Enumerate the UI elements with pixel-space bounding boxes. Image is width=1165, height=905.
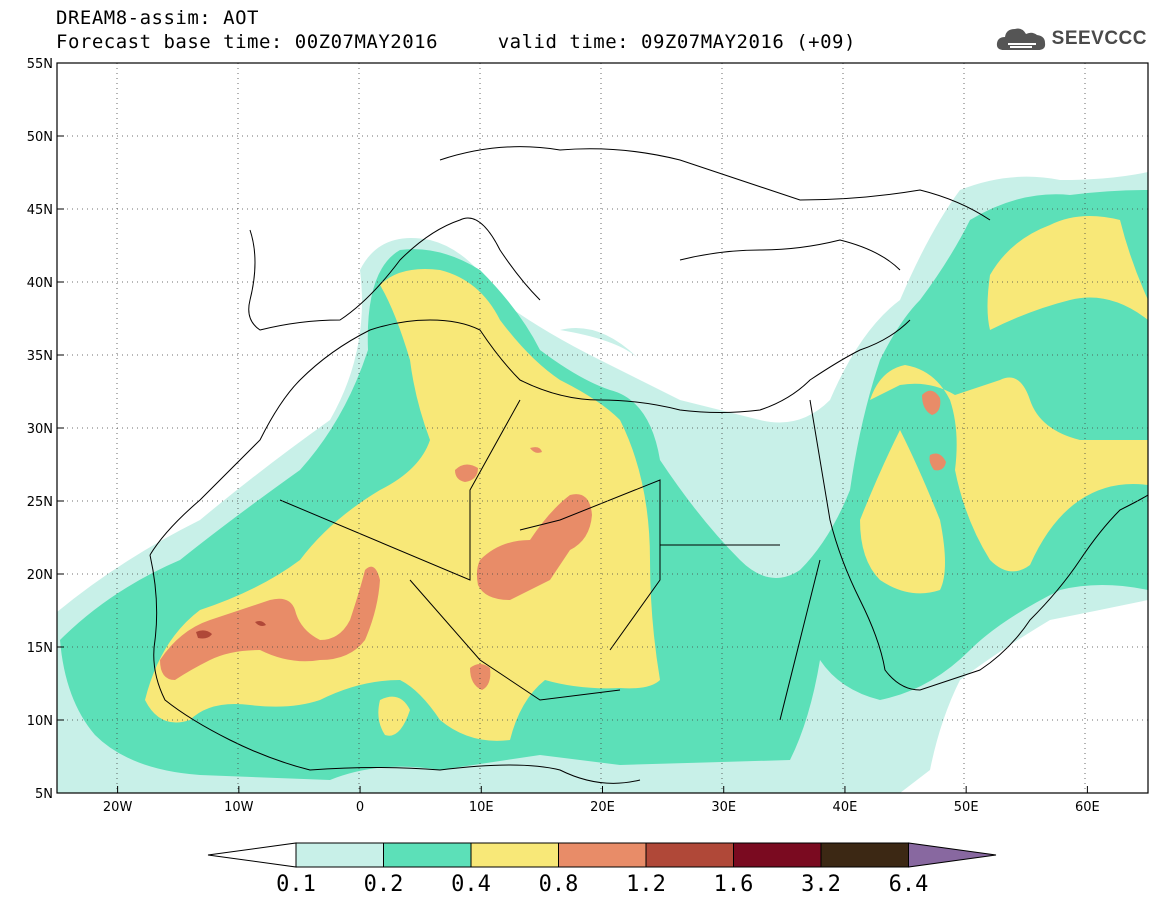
- map-title: DREAM8-assim: AOT: [56, 7, 259, 29]
- lat-tick-label: 35N: [27, 349, 53, 364]
- colorbar-label: 0.2: [364, 872, 404, 897]
- colorbar-right-arrow: [908, 842, 997, 868]
- lat-tick-label: 10N: [27, 714, 53, 729]
- lat-tick-label: 25N: [27, 495, 53, 510]
- colorbar-label: 0.1: [276, 872, 316, 897]
- lat-tick-label: 45N: [27, 203, 53, 218]
- lat-tick-label: 30N: [27, 422, 53, 437]
- lon-tick-label: 60E: [1075, 800, 1100, 815]
- brand-name: SEEVCCC: [1051, 28, 1147, 49]
- colorbar-swatch: [820, 842, 909, 868]
- lat-tick-label: 5N: [35, 787, 53, 802]
- aot-level-0.8: [160, 390, 946, 690]
- cloud-logo-icon: [996, 28, 1045, 50]
- forecast-time-subtitle: Forecast base time: 00Z07MAY2016 valid t…: [56, 31, 856, 53]
- colorbar-swatch: [470, 842, 559, 868]
- lat-axis: 55N 50N 45N 40N 35N 30N 25N 20N 15N 10N 5N: [27, 57, 64, 802]
- colorbar-left-arrow: [207, 842, 297, 868]
- coastlines: [149, 146, 1148, 784]
- lon-tick-label: 50E: [954, 800, 979, 815]
- lon-tick-label: 20E: [590, 800, 615, 815]
- lon-tick-label: 40E: [833, 800, 858, 815]
- colorbar-label: 1.2: [626, 872, 666, 897]
- lon-tick-label: 20W: [103, 800, 133, 815]
- lon-axis: 20W 10W 0 10E 20E 30E 40E 50E 60E: [103, 786, 1100, 815]
- lat-tick-label: 20N: [27, 568, 53, 583]
- colorbar-label: 3.2: [801, 872, 841, 897]
- lon-tick-label: 10W: [224, 800, 254, 815]
- colorbar-swatch: [733, 842, 822, 868]
- colorbar-label: 0.8: [539, 872, 579, 897]
- colorbar-swatch: [645, 842, 734, 868]
- lon-tick-label: 30E: [711, 800, 736, 815]
- aot-level-1.2: [196, 621, 266, 639]
- colorbar-swatch: [295, 842, 384, 868]
- colorbar-swatch: [558, 842, 647, 868]
- grid-lines: [57, 63, 1148, 793]
- colorbar-label: 1.6: [714, 872, 754, 897]
- colorbar: 0.1 0.2 0.4 0.8 1.2 1.6 3.2 6.4: [207, 842, 997, 897]
- colorbar-label: 0.4: [451, 872, 491, 897]
- lon-tick-label: 10E: [469, 800, 494, 815]
- colorbar-swatch: [383, 842, 472, 868]
- colorbar-label: 6.4: [889, 872, 929, 897]
- lat-tick-label: 40N: [27, 276, 53, 291]
- lat-tick-label: 50N: [27, 130, 53, 145]
- lat-tick-label: 55N: [27, 57, 53, 72]
- lat-tick-label: 15N: [27, 641, 53, 656]
- aot-contours: [57, 172, 1148, 793]
- lon-tick-label: 0: [356, 800, 364, 815]
- brand-logo: SEEVCCC: [996, 24, 1147, 54]
